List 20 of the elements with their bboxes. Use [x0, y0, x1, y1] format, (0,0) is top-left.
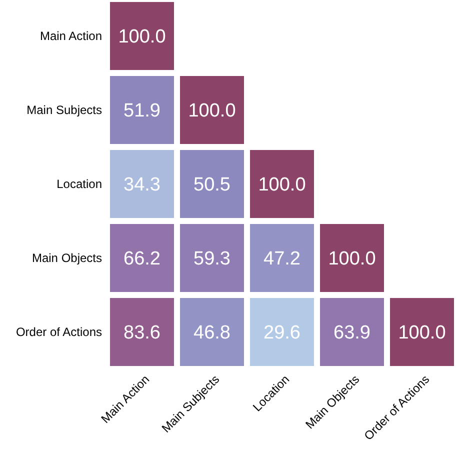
data-label: 59.3	[194, 248, 230, 270]
data-label: 100.0	[118, 26, 166, 48]
data-label: 34.3	[124, 174, 160, 196]
data-label: 100.0	[188, 100, 236, 122]
data-label: 66.2	[124, 248, 160, 270]
y-tick-label: Main Subjects	[26, 103, 102, 118]
data-label: 100.0	[328, 248, 376, 270]
data-label: 50.5	[194, 174, 230, 196]
data-label: 100.0	[398, 322, 446, 344]
data-label: 29.6	[264, 322, 300, 344]
data-label: 100.0	[258, 174, 306, 196]
data-label: 63.9	[334, 322, 370, 344]
y-tick-label: Order of Actions	[16, 325, 102, 340]
y-tick-label: Main Objects	[32, 251, 102, 266]
data-label: 46.8	[194, 322, 230, 344]
y-tick-label: Location	[56, 177, 102, 192]
y-tick-label: Main Action	[40, 29, 102, 44]
data-label: 83.6	[124, 322, 160, 344]
data-label: 51.9	[124, 100, 160, 122]
data-label: 47.2	[264, 248, 300, 270]
